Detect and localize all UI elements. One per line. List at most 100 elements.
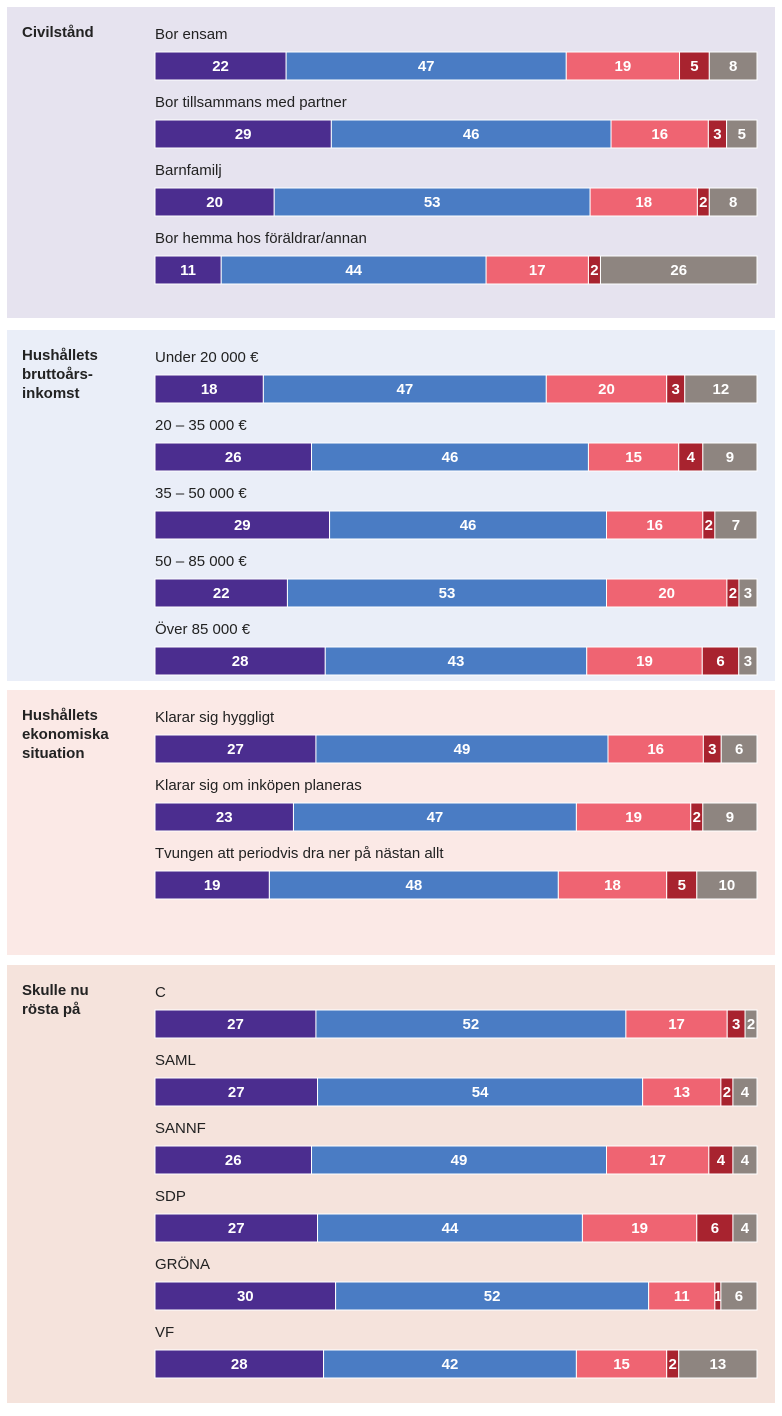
- data-label: 6: [735, 1288, 743, 1305]
- data-label: 10: [719, 877, 736, 894]
- bar-segment: [696, 1213, 734, 1243]
- data-label: 42: [442, 1356, 459, 1373]
- bar-segment: [154, 51, 287, 81]
- data-label: 53: [424, 194, 441, 211]
- bar-segment: [154, 119, 332, 149]
- row-label: Under 20 000 €: [155, 349, 259, 366]
- row-label: SAML: [155, 1052, 196, 1069]
- data-label: 4: [741, 1084, 750, 1101]
- data-label: 46: [460, 517, 477, 534]
- data-label: 48: [406, 877, 423, 894]
- row-label: Klarar sig om inköpen planeras: [155, 777, 362, 794]
- bar-segment: [726, 119, 758, 149]
- bar-segment: [286, 578, 607, 608]
- bar-segment: [335, 1281, 650, 1311]
- data-label: 18: [604, 877, 621, 894]
- bar-segment: [565, 51, 681, 81]
- row-label: Tvungen att periodvis dra ner på nästan …: [155, 845, 444, 862]
- row-label: Över 85 000 €: [155, 620, 251, 638]
- bar-segment: [702, 802, 758, 832]
- data-label: 13: [673, 1084, 690, 1101]
- bar-segment: [679, 51, 710, 81]
- panel: Hushållets ekonomiska situation Klarar sig …: [7, 690, 775, 955]
- data-label: 16: [647, 741, 664, 758]
- row-label: VF: [155, 1324, 174, 1341]
- data-label: 27: [228, 1084, 245, 1101]
- data-label: 12: [713, 381, 730, 398]
- data-label: 6: [735, 741, 743, 758]
- data-label: 53: [439, 585, 456, 602]
- data-label: 26: [225, 449, 242, 466]
- data-label: 26: [670, 262, 687, 279]
- data-label: 17: [668, 1016, 685, 1033]
- row-label: 50 – 85 000 €: [155, 553, 247, 570]
- bar-segment: [642, 1077, 722, 1107]
- data-label: 18: [201, 381, 218, 398]
- bar-segment: [557, 870, 668, 900]
- data-label: 22: [213, 585, 230, 602]
- data-label: 3: [744, 585, 752, 602]
- data-label: 1: [714, 1288, 722, 1305]
- data-label: 27: [228, 1220, 245, 1237]
- data-label: 28: [232, 653, 249, 670]
- bar-segment: [154, 646, 326, 676]
- data-label: 3: [672, 381, 680, 398]
- data-label: 11: [180, 262, 196, 279]
- bar-segment: [714, 510, 758, 540]
- panel-title: Skulle nu rösta på: [22, 982, 89, 1018]
- bar-segment: [678, 1349, 758, 1379]
- row-label: C: [155, 984, 166, 1001]
- row-label: Barnfamilj: [155, 162, 222, 179]
- data-label: 47: [427, 809, 444, 826]
- row-label: SDP: [155, 1188, 186, 1205]
- bar-segment: [606, 578, 728, 608]
- data-label: 9: [726, 809, 734, 826]
- data-label: 3: [713, 126, 721, 143]
- bar-segment: [732, 1077, 758, 1107]
- data-label: 2: [693, 809, 701, 826]
- data-label: 2: [747, 1016, 755, 1033]
- data-label: 6: [711, 1220, 719, 1237]
- data-label: 28: [231, 1356, 248, 1373]
- data-label: 5: [678, 877, 686, 894]
- bar-segment: [323, 1349, 577, 1379]
- data-label: 46: [463, 126, 480, 143]
- bar-segment: [154, 187, 275, 217]
- data-label: 2: [705, 517, 713, 534]
- data-label: 44: [442, 1220, 459, 1237]
- data-label: 4: [741, 1152, 750, 1169]
- bar-segment: [154, 1077, 319, 1107]
- data-label: 16: [651, 126, 668, 143]
- bar-segment: [732, 1145, 758, 1175]
- row-label: 20 – 35 000 €: [155, 417, 247, 434]
- bar-segment: [315, 734, 609, 764]
- data-label: 22: [212, 58, 229, 75]
- panel: Hushållets bruttoårs-inkomst Under 20 000 …: [7, 330, 775, 681]
- data-label: 8: [729, 58, 737, 75]
- data-label: 13: [710, 1356, 727, 1373]
- bar-segment: [696, 870, 758, 900]
- bar-segment: [684, 374, 758, 404]
- data-label: 3: [744, 653, 752, 670]
- panel-title: Hushållets ekonomiska situation: [22, 707, 109, 762]
- data-label: 9: [726, 449, 734, 466]
- bar-segment: [154, 255, 222, 285]
- data-label: 4: [717, 1152, 726, 1169]
- data-label: 20: [598, 381, 615, 398]
- data-label: 2: [590, 262, 598, 279]
- data-label: 15: [613, 1356, 630, 1373]
- data-label: 20: [206, 194, 223, 211]
- bar-segment: [708, 51, 758, 81]
- bar-segment: [315, 1009, 627, 1039]
- data-label: 2: [723, 1084, 731, 1101]
- data-label: 49: [454, 741, 471, 758]
- data-label: 52: [463, 1016, 480, 1033]
- bar-segment: [708, 1145, 734, 1175]
- bar-segment: [285, 51, 567, 81]
- data-label: 47: [418, 58, 435, 75]
- bar-segment: [485, 255, 589, 285]
- row-label: Bor ensam: [155, 26, 228, 43]
- bar-segment: [154, 870, 270, 900]
- row-label: Klarar sig hyggligt: [155, 709, 275, 726]
- panel-title: Hushållets bruttoårs-inkomst: [22, 347, 98, 402]
